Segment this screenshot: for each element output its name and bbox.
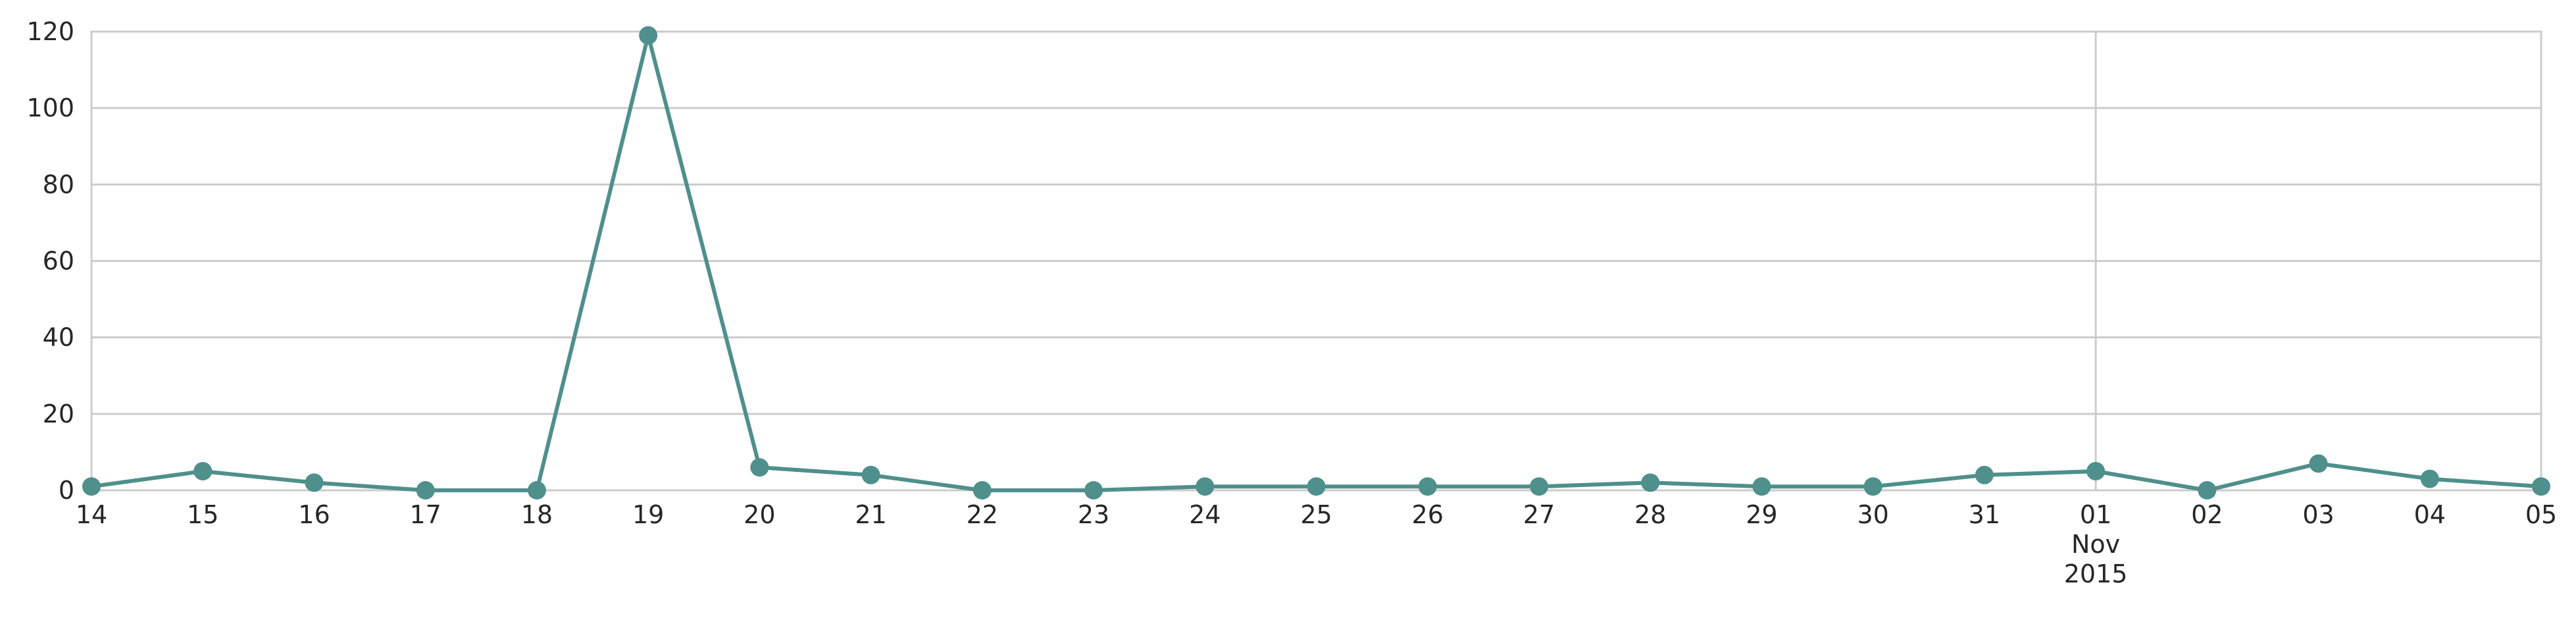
x-tick-year-label: 2015 (2064, 559, 2128, 588)
y-tick-label: 0 (59, 476, 74, 505)
data-point (2198, 481, 2217, 500)
data-point (1641, 473, 1660, 492)
data-point (82, 477, 101, 496)
y-tick-label: 60 (43, 247, 74, 276)
grid-lines (91, 30, 2541, 492)
series-line (89, 33, 2543, 492)
x-tick-label: 02 (2191, 500, 2223, 529)
data-point (1418, 477, 1437, 496)
x-tick-label: 31 (1969, 500, 2000, 529)
x-tick-label: 21 (855, 500, 886, 529)
x-axis-ticks: 14 15 16 17 18 19 20 21 22 23 24 25 26 27 28 29 30 31 01No… (76, 500, 2557, 588)
y-tick-label: 100 (26, 93, 74, 122)
data-point (2309, 454, 2328, 473)
data-point (416, 481, 435, 500)
data-point (2420, 469, 2439, 488)
x-tick-label: 18 (521, 500, 553, 529)
x-tick-label: 28 (1634, 500, 1666, 529)
y-tick-label: 40 (43, 323, 74, 352)
data-point (1084, 481, 1103, 500)
data-point (972, 481, 992, 500)
y-axis-ticks: 0 20 40 60 80 100 120 (26, 17, 74, 505)
y-tick-label: 120 (26, 17, 74, 46)
x-tick-label: 30 (1857, 500, 1888, 529)
x-tick-label: 04 (2414, 500, 2446, 529)
data-point (1975, 465, 1994, 484)
data-point (2532, 477, 2550, 496)
y-tick-label: 80 (43, 170, 74, 199)
x-tick-label: 26 (1412, 500, 1444, 529)
x-tick-label: 16 (298, 500, 330, 529)
x-tick-label: 15 (187, 500, 218, 529)
x-tick-label: 24 (1189, 500, 1221, 529)
data-point (750, 458, 769, 477)
x-tick-month-label: Nov (2071, 530, 2120, 559)
data-point (1529, 477, 1548, 496)
x-tick-label: 01 (2080, 500, 2111, 529)
x-tick-label: 19 (632, 500, 664, 529)
x-tick-label: 27 (1523, 500, 1555, 529)
data-point (527, 481, 546, 500)
x-tick-label: 25 (1300, 500, 1332, 529)
x-tick-label: 29 (1746, 500, 1777, 529)
data-point (193, 461, 213, 480)
x-tick-label: 05 (2525, 500, 2557, 529)
data-point (1752, 477, 1771, 496)
data-point (1863, 477, 1882, 496)
x-tick-label: 03 (2302, 500, 2334, 529)
data-point (2086, 461, 2106, 480)
x-tick-label: 14 (76, 500, 107, 529)
data-point (305, 473, 324, 492)
data-point (1307, 477, 1326, 496)
data-point (1196, 477, 1215, 496)
x-tick-label: 20 (744, 500, 775, 529)
data-point (861, 465, 880, 484)
x-tick-label: 23 (1078, 500, 1109, 529)
y-tick-label: 20 (43, 399, 74, 428)
series-group (82, 26, 2550, 500)
x-tick-label: 22 (967, 500, 998, 529)
data-point (639, 26, 658, 45)
x-tick-label: 17 (410, 500, 442, 529)
